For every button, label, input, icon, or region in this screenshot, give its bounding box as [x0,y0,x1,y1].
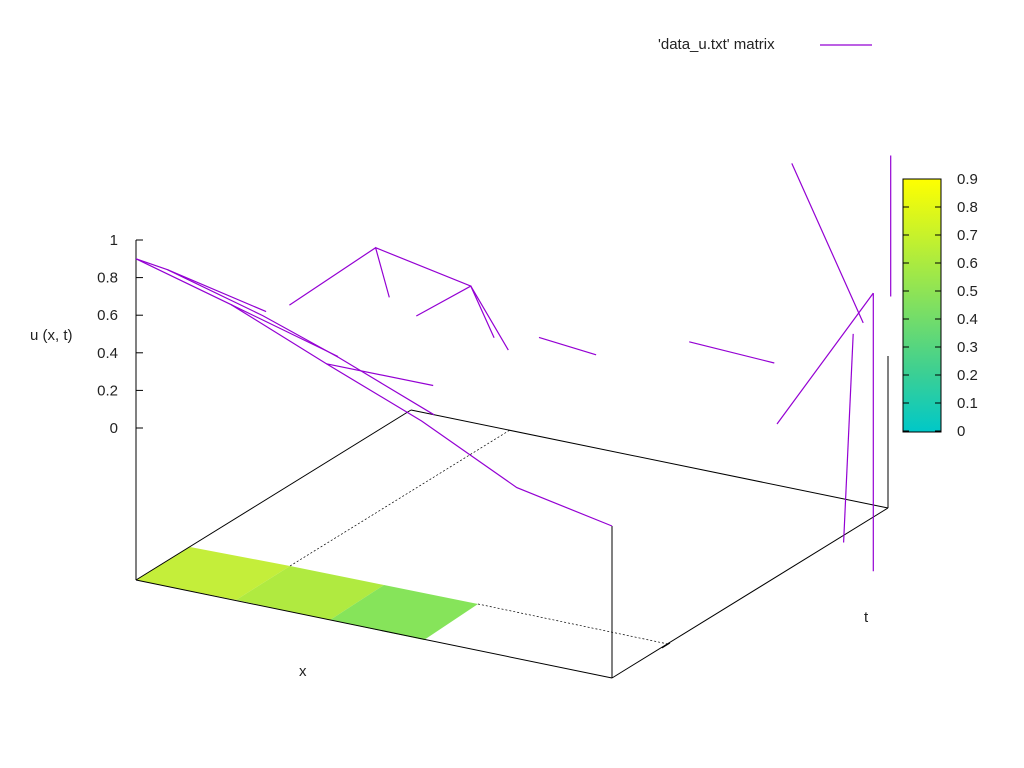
legend-label: 'data_u.txt' matrix [658,36,775,53]
heatmap-patch [330,585,478,640]
z-axis-tick-label: 1 [110,232,118,249]
colorbox-tick-label: 0.4 [957,311,978,328]
surface-line [776,292,874,425]
surface-series [135,155,892,572]
colorbox-tick-label: 0.1 [957,395,978,412]
z-axis-tick-label: 0.2 [97,382,118,399]
surface-line [791,163,864,324]
heatmap-patch [136,547,290,600]
surface-line [689,341,775,364]
surface-line [843,333,854,543]
colorbox-tick-label: 0.5 [957,283,978,300]
surface-line [289,246,390,306]
surface-line [538,336,597,356]
colorbox-tick-label: 0 [957,423,965,440]
surface-line [375,247,495,339]
colorbox-tick-label: 0.8 [957,199,978,216]
legend: 'data_u.txt' matrix [658,36,872,53]
z-axis-tick-label: 0.8 [97,270,118,287]
colorbox-tick-label: 0.9 [957,171,978,188]
z-axis-tick-label: 0 [110,420,118,437]
colorbox-tick-label: 0.6 [957,255,978,272]
z-axis-label: u (x, t) [30,327,73,344]
z-axis-tick-label: 0.6 [97,307,118,324]
surface-line [167,269,435,416]
colorbox-tick-label: 0.3 [957,339,978,356]
t-axis-label: t [864,609,869,626]
surface-line [135,258,267,313]
grid-dotted-line [289,429,511,567]
plot-box [135,240,889,679]
colorbox: 0.9 0.8 0.7 0.6 0.5 0.4 0.3 0.2 0.1 0 [902,171,978,440]
z-axis: 1 0.8 0.6 0.4 0.2 0 [97,232,143,437]
surface-line [135,258,613,527]
surface-line [230,304,339,358]
base-edge-front [135,579,613,679]
base-edge-right [611,507,889,679]
colorbox-gradient [902,178,942,433]
colorbox-tick-label: 0.7 [957,227,978,244]
z-axis-tick-label: 0.4 [97,345,118,362]
base-edge-left [135,409,412,581]
surface-line [416,285,509,351]
t-axis-tick [661,642,671,649]
grid-dotted-line [477,603,669,645]
base-edge-back [410,409,889,509]
colorbox-tick-label: 0.2 [957,367,978,384]
x-axis-label: x [299,663,307,680]
base-heatmap [136,547,478,640]
heatmap-patch [236,566,384,620]
colorbox-ticks: 0.9 0.8 0.7 0.6 0.5 0.4 0.3 0.2 0.1 0 [903,171,978,440]
surface-line [326,363,434,387]
